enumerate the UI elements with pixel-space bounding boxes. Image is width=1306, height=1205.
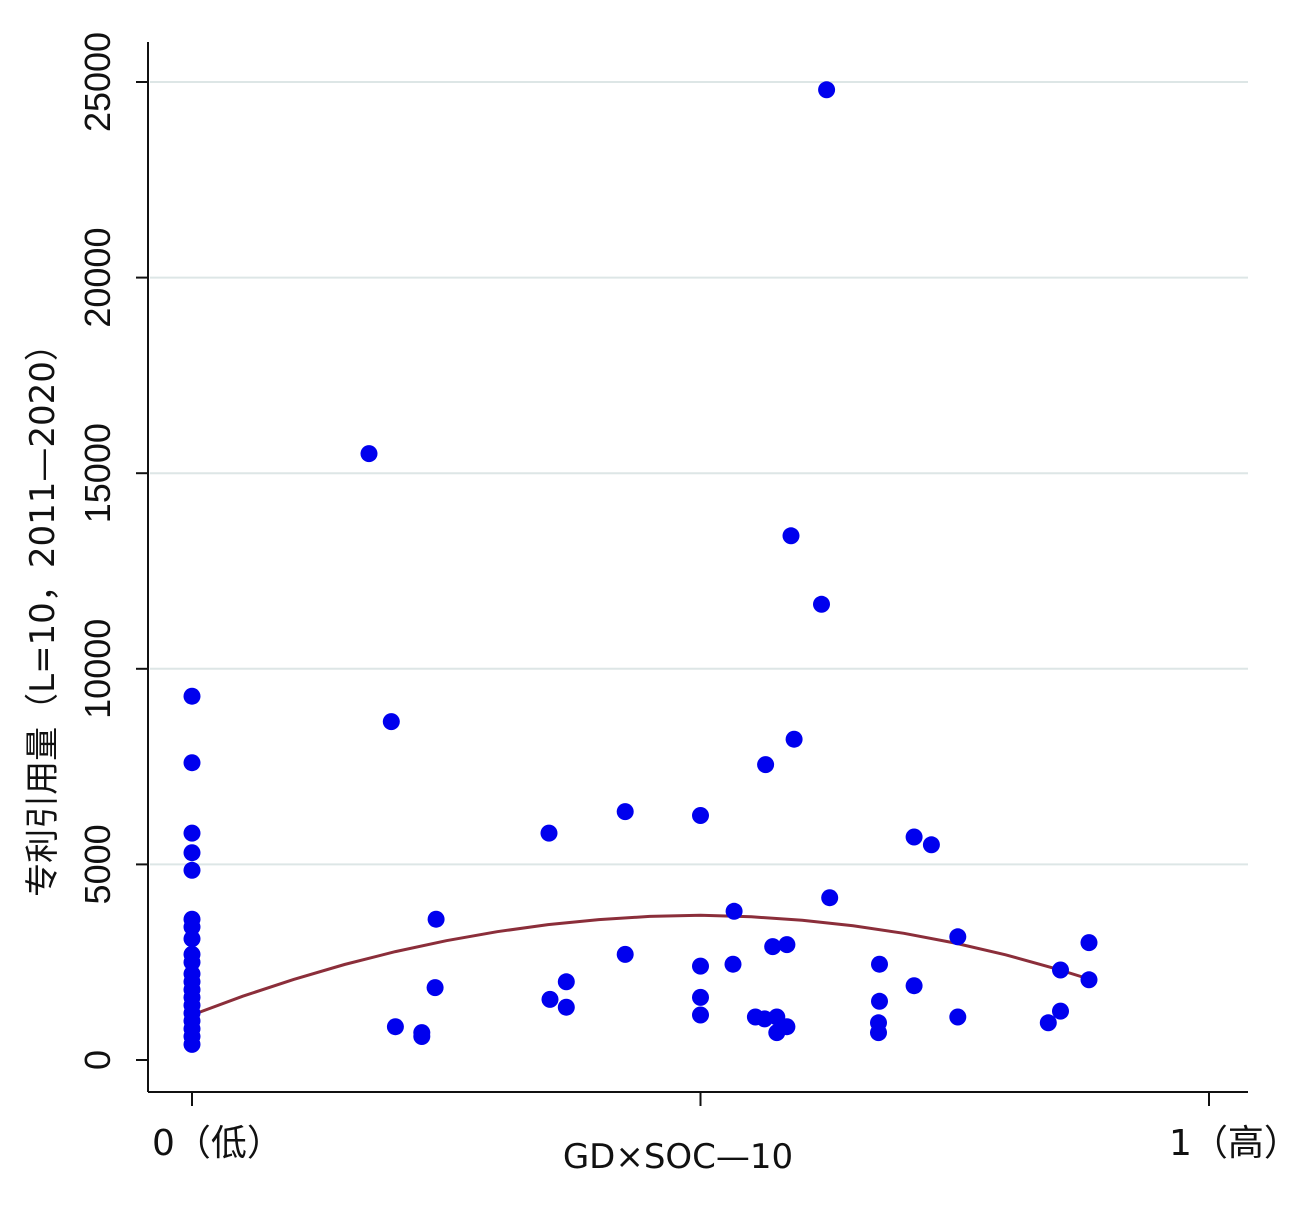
scatter-point <box>1080 934 1098 952</box>
scatter-point <box>725 902 743 920</box>
scatter-point <box>616 945 634 963</box>
scatter-point <box>413 1028 431 1045</box>
scatter-point <box>1052 961 1069 979</box>
scatter-point <box>183 844 201 862</box>
y-tick-label: 5000 <box>77 824 118 904</box>
scatter-point <box>821 889 839 907</box>
scatter-point <box>905 828 923 846</box>
scatter-point <box>183 1035 201 1053</box>
scatter-point <box>183 918 201 936</box>
scatter-point <box>818 81 836 99</box>
scatter-point <box>764 938 782 956</box>
y-axis-title: 专利引用量（L=10，2011—2020） <box>23 327 63 897</box>
scatter-point <box>360 445 378 463</box>
scatter-point <box>782 527 800 545</box>
scatter-point <box>871 992 888 1010</box>
scatter-point <box>1039 1014 1057 1032</box>
scatter-point <box>183 754 201 772</box>
scatter-point <box>778 1018 796 1036</box>
grid-lines <box>150 81 1248 866</box>
scatter-point <box>692 807 709 824</box>
scatter-point <box>183 861 201 879</box>
scatter-point <box>692 1006 709 1024</box>
scatter-point <box>692 957 709 975</box>
scatter-point <box>557 998 575 1016</box>
scatter-point <box>386 1018 404 1036</box>
scatter-points <box>183 81 1098 1053</box>
x-axis-title: GD×SOC—10 <box>563 1137 793 1177</box>
y-tick-label: 20000 <box>77 228 118 328</box>
scatter-point <box>905 977 923 995</box>
x-ticks: 0（低） 1（高） <box>152 1092 1300 1164</box>
scatter-point <box>785 730 803 748</box>
scatter-point <box>724 955 742 973</box>
scatter-point <box>616 803 634 821</box>
scatter-point <box>183 953 201 971</box>
scatter-point <box>427 910 445 928</box>
y-tick-label: 25000 <box>77 32 118 132</box>
scatter-point <box>540 824 558 842</box>
scatter-point <box>1080 971 1098 989</box>
scatter-point <box>870 1024 887 1042</box>
y-ticks: 0 5000 10000 15000 20000 25000 <box>77 32 148 1070</box>
axes <box>147 42 1248 1093</box>
x-tick-label: 1（高） <box>1169 1123 1300 1164</box>
scatter-point <box>778 936 796 954</box>
x-tick-label: 0（低） <box>152 1123 283 1164</box>
scatter-point <box>426 979 444 997</box>
scatter-point <box>757 756 775 774</box>
y-tick-label: 15000 <box>77 423 118 523</box>
y-tick-label: 0 <box>77 1050 118 1070</box>
scatter-point <box>183 930 201 948</box>
scatter-point <box>949 1008 967 1026</box>
scatter-point <box>1052 1002 1069 1020</box>
scatter-point <box>922 836 940 854</box>
scatter-point <box>183 687 201 705</box>
scatter-point <box>541 990 559 1008</box>
y-tick-label: 10000 <box>77 619 118 719</box>
scatter-point <box>871 955 888 973</box>
scatter-point <box>949 928 967 946</box>
scatter-point <box>557 973 575 991</box>
scatter-point <box>382 713 400 731</box>
scatter-point <box>692 988 709 1006</box>
scatter-point <box>183 824 201 842</box>
scatter-point <box>813 595 830 613</box>
